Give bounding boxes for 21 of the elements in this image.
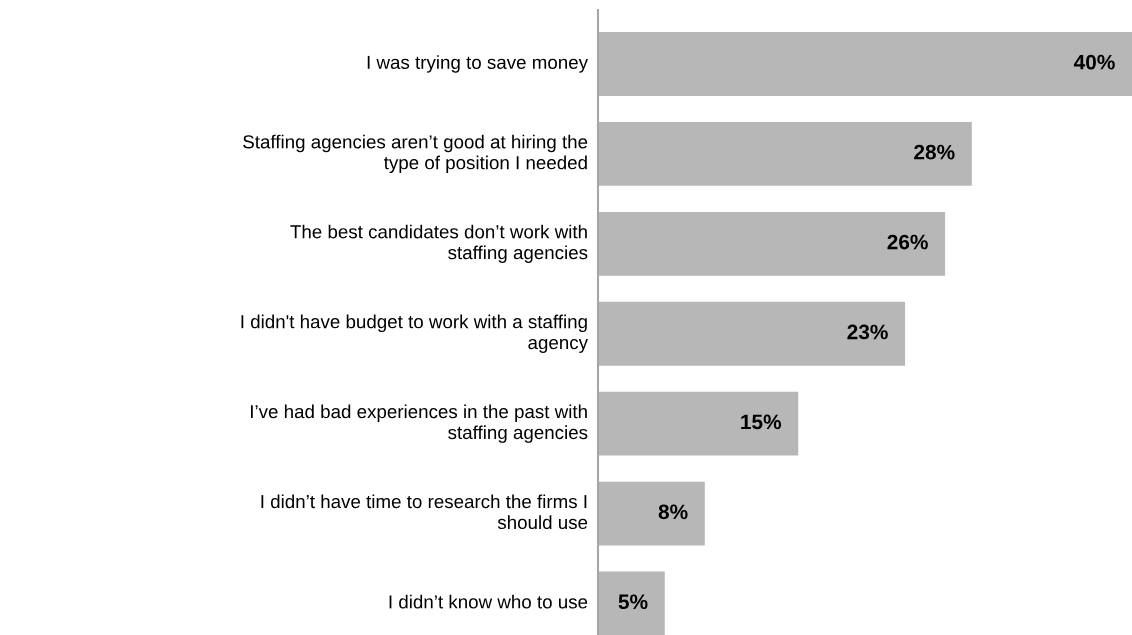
- y-tick-label: Staffing agencies aren’t good at hiring the type of position I needed: [243, 134, 588, 174]
- bar: [598, 32, 1132, 96]
- data-label: 5%: [618, 594, 648, 610]
- y-tick-label: The best candidates don’t work with staffing agencies: [290, 224, 588, 263]
- y-tick-label: I didn’t know who to use: [389, 594, 588, 609]
- bar: [598, 211, 946, 276]
- y-tick-label: I’ve had bad experiences in the past with staffing agencies: [251, 404, 588, 443]
- bar: [598, 571, 665, 635]
- data-label: 8%: [658, 504, 688, 520]
- bar: [598, 481, 705, 546]
- y-tick-label: I was trying to save money: [367, 55, 588, 73]
- data-label: 28%: [914, 144, 955, 160]
- data-label: 40%: [1073, 54, 1115, 70]
- data-label: 15%: [741, 414, 782, 430]
- y-tick-label: I didn’t have time to research the firms I should use: [261, 494, 588, 530]
- bar: [598, 301, 906, 366]
- data-label: 23%: [847, 324, 888, 340]
- data-label: 26%: [887, 234, 928, 250]
- y-tick-label: I didn't have budget to work with a staffing agency: [241, 314, 588, 353]
- bar: [598, 121, 972, 186]
- bar: [598, 391, 799, 456]
